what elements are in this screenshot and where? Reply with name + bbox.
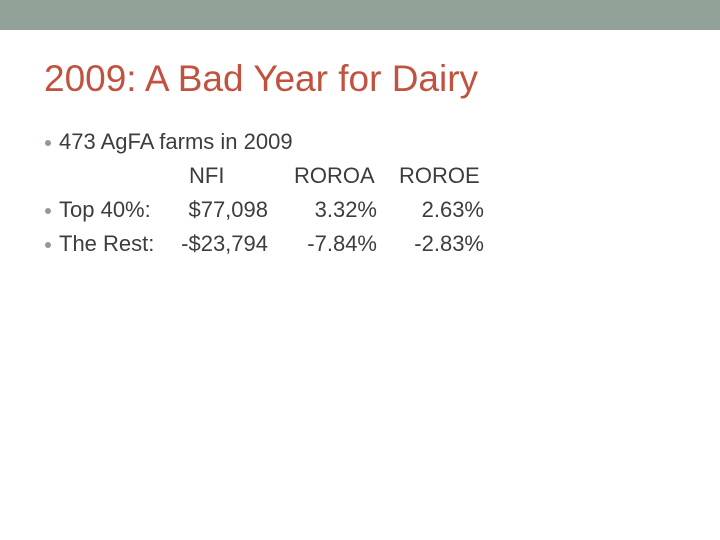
slide-title: 2009: A Bad Year for Dairy (44, 58, 479, 99)
bullet-icon (45, 208, 51, 214)
top-accent-bar (0, 0, 720, 30)
nfi-value: -$23,794 (181, 231, 268, 256)
table-row: The Rest: -$23,794 -7.84% -2.83% (0, 227, 720, 261)
intro-bullet-line: 473 AgFA farms in 2009 (0, 125, 720, 159)
table-header-row: NFI ROROA ROROE (0, 159, 720, 193)
roroe-value: 2.63% (421, 197, 484, 222)
intro-bullet-text: 473 AgFA farms in 2009 (59, 129, 293, 154)
table-row: Top 40%: $77,098 3.32% 2.63% (0, 193, 720, 227)
row-label: Top 40%: (59, 197, 151, 222)
bullet-icon (45, 140, 51, 146)
row-label: The Rest: (59, 231, 155, 256)
bullet-icon (45, 242, 51, 248)
roroa-value: -7.84% (307, 231, 377, 256)
column-header-nfi: NFI (189, 163, 225, 188)
nfi-value: $77,098 (188, 197, 268, 222)
column-header-roroa: ROROA (294, 163, 375, 188)
roroa-value: 3.32% (314, 197, 377, 222)
roroe-value: -2.83% (414, 231, 484, 256)
column-header-roroe: ROROE (399, 163, 480, 188)
